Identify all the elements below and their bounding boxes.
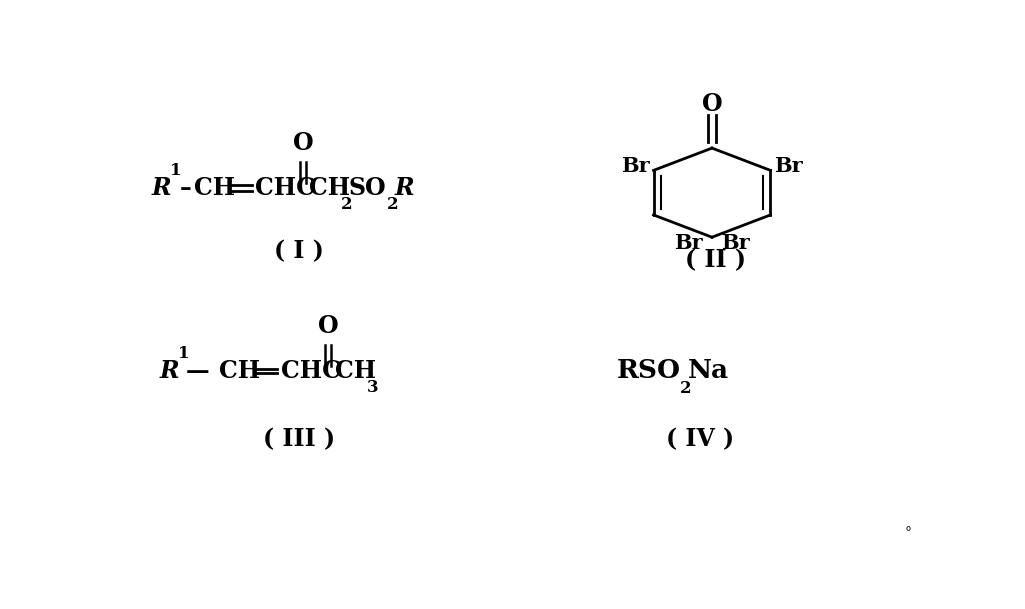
- Text: CHC: CHC: [255, 176, 315, 200]
- Text: R: R: [152, 176, 171, 200]
- Text: O: O: [318, 314, 338, 339]
- Text: 2: 2: [341, 196, 353, 213]
- Text: 2: 2: [681, 380, 692, 397]
- Text: Br: Br: [775, 156, 803, 175]
- Text: 2: 2: [387, 196, 399, 213]
- Text: CH: CH: [310, 176, 351, 200]
- Text: Na: Na: [688, 358, 729, 383]
- Text: CH: CH: [334, 359, 376, 383]
- Text: 1: 1: [178, 345, 190, 362]
- Text: ( IV ): ( IV ): [666, 427, 734, 451]
- Text: —: —: [187, 359, 210, 383]
- Text: Br: Br: [673, 233, 702, 253]
- Text: Br: Br: [621, 156, 650, 175]
- Text: °: °: [905, 527, 911, 541]
- Text: –: –: [179, 176, 192, 200]
- Text: SO: SO: [348, 176, 386, 200]
- Text: CH: CH: [219, 359, 260, 383]
- Text: ( I ): ( I ): [274, 239, 324, 263]
- Text: 1: 1: [170, 161, 181, 178]
- Text: 3: 3: [367, 379, 378, 396]
- Text: CH: CH: [194, 176, 235, 200]
- Text: RSO: RSO: [617, 358, 681, 383]
- Text: ( III ): ( III ): [262, 427, 335, 451]
- Text: O: O: [702, 91, 723, 116]
- Text: O: O: [292, 132, 314, 155]
- Text: ( II ): ( II ): [686, 248, 746, 273]
- Text: R: R: [395, 176, 415, 200]
- Text: Br: Br: [722, 233, 750, 253]
- Text: CHC: CHC: [281, 359, 340, 383]
- Text: R: R: [160, 359, 179, 383]
